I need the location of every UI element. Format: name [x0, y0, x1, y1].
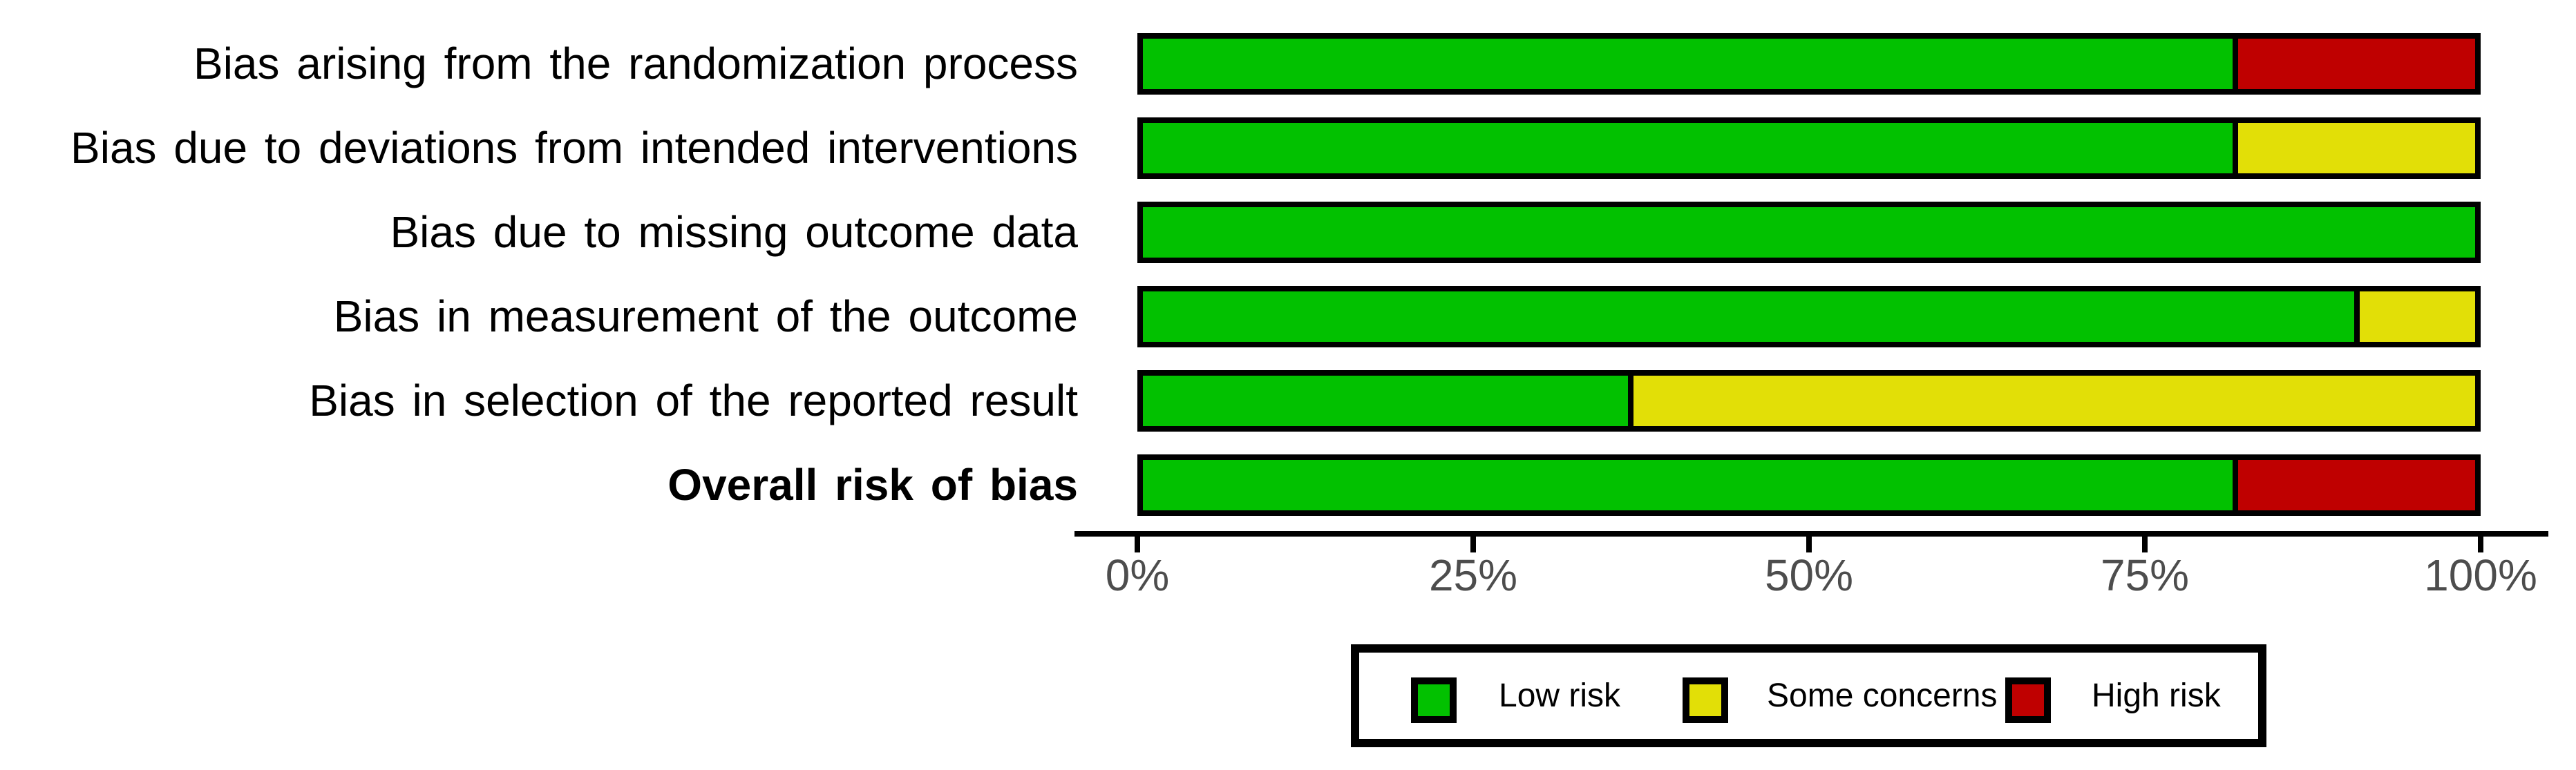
bar-segment-high-risk [2233, 460, 2475, 510]
x-axis-line [1074, 531, 2548, 537]
bar-segment-low-risk [1143, 39, 2233, 89]
legend-swatch-some-concerns [1683, 677, 1728, 723]
category-label: Bias due to deviations from intended int… [70, 123, 1078, 173]
bar-segment-low-risk [1143, 460, 2233, 510]
legend-swatch-high-risk [2005, 677, 2051, 723]
legend-label: Some concerns [1767, 677, 1998, 714]
bar-segment-low-risk [1143, 207, 2475, 258]
category-label: Bias in selection of the reported result [309, 376, 1078, 425]
stacked-bar [1137, 33, 2481, 95]
stacked-bar [1137, 202, 2481, 263]
bar-segment-high-risk [2233, 39, 2475, 89]
legend-swatch-low-risk [1411, 677, 1457, 723]
category-label: Bias arising from the randomization proc… [193, 39, 1078, 88]
legend-box: Low risk Some concerns High risk [1351, 644, 2266, 747]
stacked-bar [1137, 370, 2481, 432]
bar-segment-low-risk [1143, 123, 2233, 173]
stacked-bar [1137, 454, 2481, 516]
legend-label: Low risk [1499, 677, 1621, 714]
axis-tick-label: 25% [1428, 550, 1518, 600]
axis-tick-label: 100% [2424, 550, 2537, 600]
bar-segment-low-risk [1143, 376, 1628, 426]
axis-tick-mark [1806, 537, 1812, 552]
legend-label: High risk [2092, 677, 2221, 714]
category-label: Bias in measurement of the outcome [333, 291, 1078, 341]
category-label: Bias due to missing outcome data [390, 207, 1078, 257]
axis-tick-label: 0% [1105, 550, 1170, 600]
axis-tick-mark [1135, 537, 1140, 552]
category-label: Overall risk of bias [667, 460, 1078, 510]
axis-tick-mark [1470, 537, 1476, 552]
stacked-bar [1137, 286, 2481, 347]
axis-tick-label: 50% [1764, 550, 1854, 600]
bar-segment-low-risk [1143, 291, 2354, 342]
axis-tick-label: 75% [2100, 550, 2190, 600]
bar-segment-some-concerns [2233, 123, 2475, 173]
stacked-bar [1137, 117, 2481, 179]
axis-tick-mark [2478, 537, 2483, 552]
bar-segment-some-concerns [2354, 291, 2475, 342]
axis-tick-mark [2142, 537, 2148, 552]
bar-segment-some-concerns [1627, 376, 2475, 426]
